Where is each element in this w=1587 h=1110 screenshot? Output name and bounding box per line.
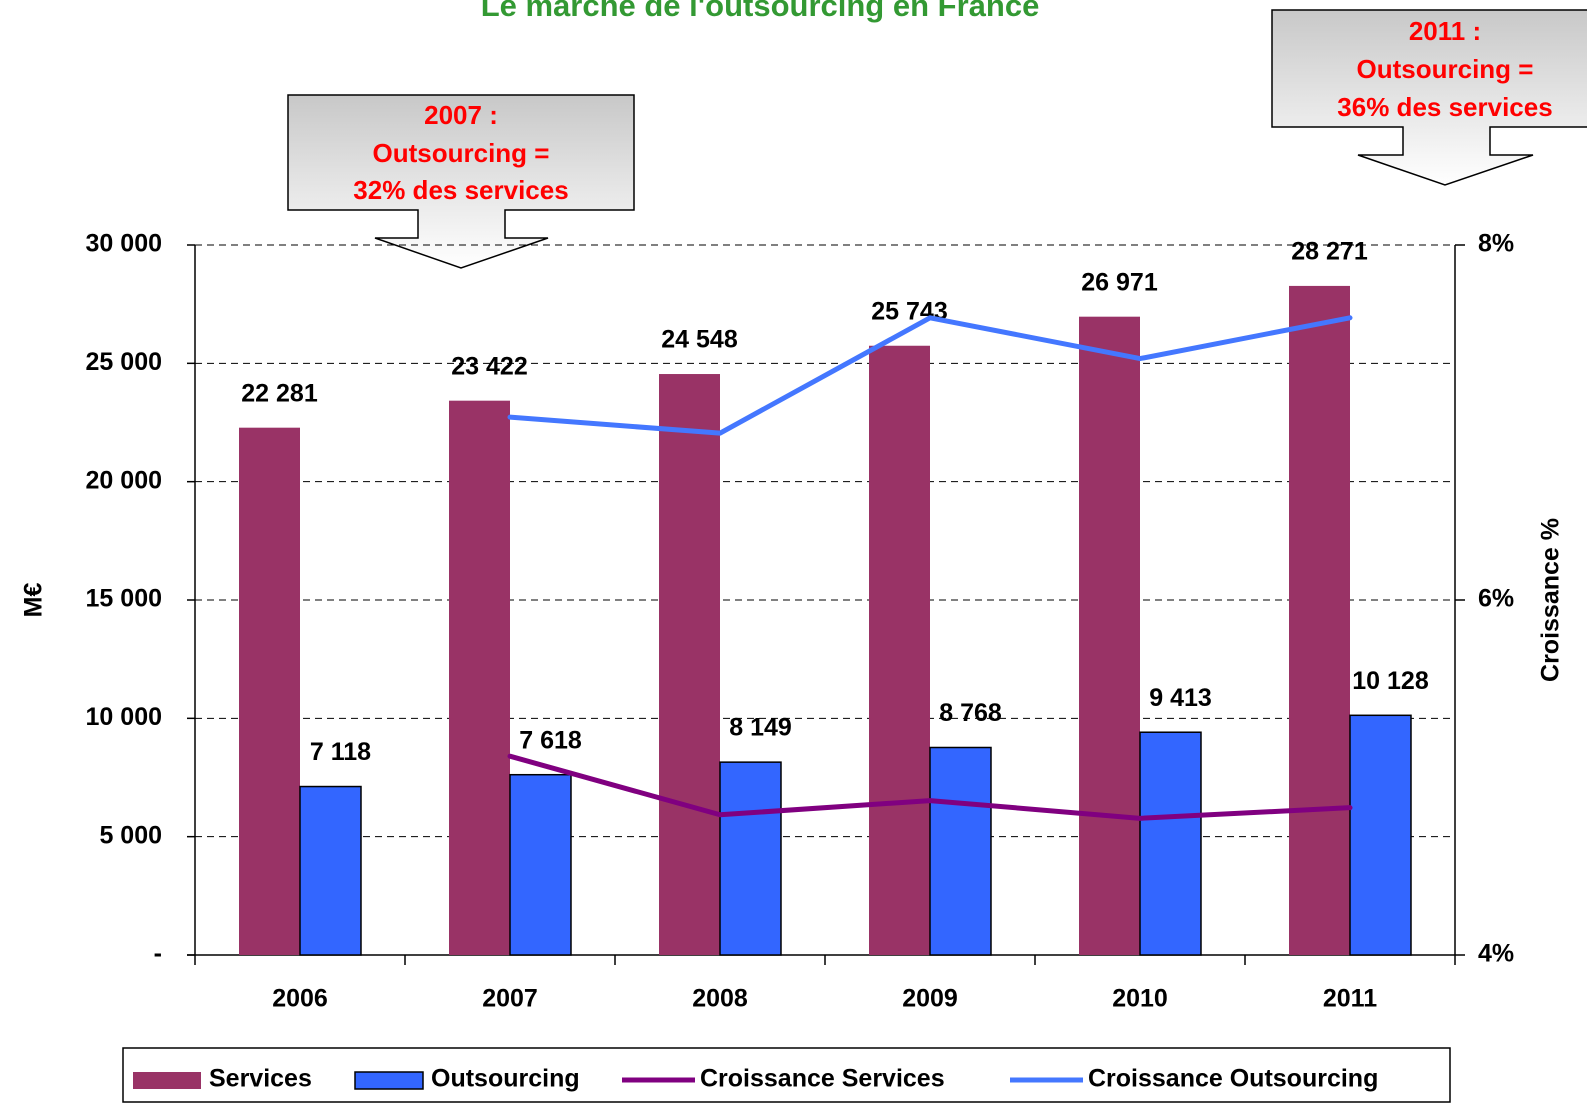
data-label: 9 413 bbox=[1149, 684, 1212, 712]
line bbox=[507, 315, 1353, 436]
data-label: 28 271 bbox=[1291, 238, 1368, 266]
annotation: Outsourcing = bbox=[373, 138, 550, 168]
data-label: 23 422 bbox=[451, 352, 527, 380]
annotation: 32% des services bbox=[353, 175, 568, 205]
callout bbox=[287, 94, 635, 269]
bar bbox=[509, 773, 572, 956]
bar bbox=[1349, 714, 1412, 956]
bar bbox=[449, 400, 510, 955]
bar bbox=[869, 345, 930, 955]
legend-label: Outsourcing bbox=[431, 1065, 580, 1093]
y-tick-label: 20 000 bbox=[86, 466, 162, 494]
y-tick-label: 5 000 bbox=[99, 821, 162, 849]
x-tick-label: 2007 bbox=[482, 985, 538, 1013]
bar bbox=[299, 785, 362, 956]
bar bbox=[1079, 316, 1140, 955]
data-label: 10 128 bbox=[1352, 667, 1429, 695]
bar bbox=[929, 746, 992, 956]
annotation: 2007 : bbox=[424, 100, 498, 130]
data-label: 8 768 bbox=[939, 699, 1002, 727]
legend-swatch bbox=[354, 1071, 424, 1090]
x-tick-label: 2006 bbox=[272, 985, 328, 1013]
bar bbox=[1139, 731, 1202, 956]
line bbox=[507, 753, 1353, 821]
bar bbox=[719, 761, 782, 956]
data-label: 7 118 bbox=[310, 738, 371, 766]
callout bbox=[1271, 9, 1587, 186]
data-label: 7 618 bbox=[519, 726, 582, 754]
bar bbox=[1289, 285, 1350, 955]
bar bbox=[239, 427, 300, 956]
x-tick-label: 2010 bbox=[1112, 985, 1168, 1013]
y2-axis-label: Croissance % bbox=[1537, 518, 1565, 682]
annotation: Outsourcing = bbox=[1357, 54, 1534, 84]
annotation: 2011 : bbox=[1409, 16, 1481, 46]
y-axis-label: M€ bbox=[20, 583, 48, 618]
legend-label: Croissance Services bbox=[700, 1065, 945, 1093]
x-tick-label: 2009 bbox=[902, 985, 958, 1013]
data-label: 24 548 bbox=[661, 326, 738, 354]
y-tick-label: 25 000 bbox=[86, 348, 162, 376]
y-tick-label: - bbox=[154, 940, 162, 968]
legend bbox=[122, 1047, 1451, 1103]
y2-tick-label: 8% bbox=[1478, 230, 1514, 258]
chart-title: Le marché de l'outsourcing en France bbox=[481, 0, 1040, 23]
y-tick-label: 30 000 bbox=[86, 230, 162, 258]
data-label: 8 149 bbox=[729, 714, 792, 742]
bar bbox=[659, 374, 720, 956]
x-tick-label: 2008 bbox=[692, 985, 748, 1013]
annotation: 36% des services bbox=[1337, 92, 1552, 122]
y-tick-label: 15 000 bbox=[86, 585, 162, 613]
legend-swatch bbox=[133, 1072, 201, 1089]
y-tick-label: 10 000 bbox=[86, 703, 162, 731]
data-label: 22 281 bbox=[241, 379, 318, 407]
legend-label: Croissance Outsourcing bbox=[1088, 1065, 1378, 1093]
data-label: 26 971 bbox=[1081, 268, 1158, 296]
legend-label: Services bbox=[209, 1065, 312, 1093]
x-tick-label: 2011 bbox=[1323, 985, 1377, 1013]
y2-tick-label: 6% bbox=[1478, 585, 1514, 613]
y2-tick-label: 4% bbox=[1478, 940, 1514, 968]
